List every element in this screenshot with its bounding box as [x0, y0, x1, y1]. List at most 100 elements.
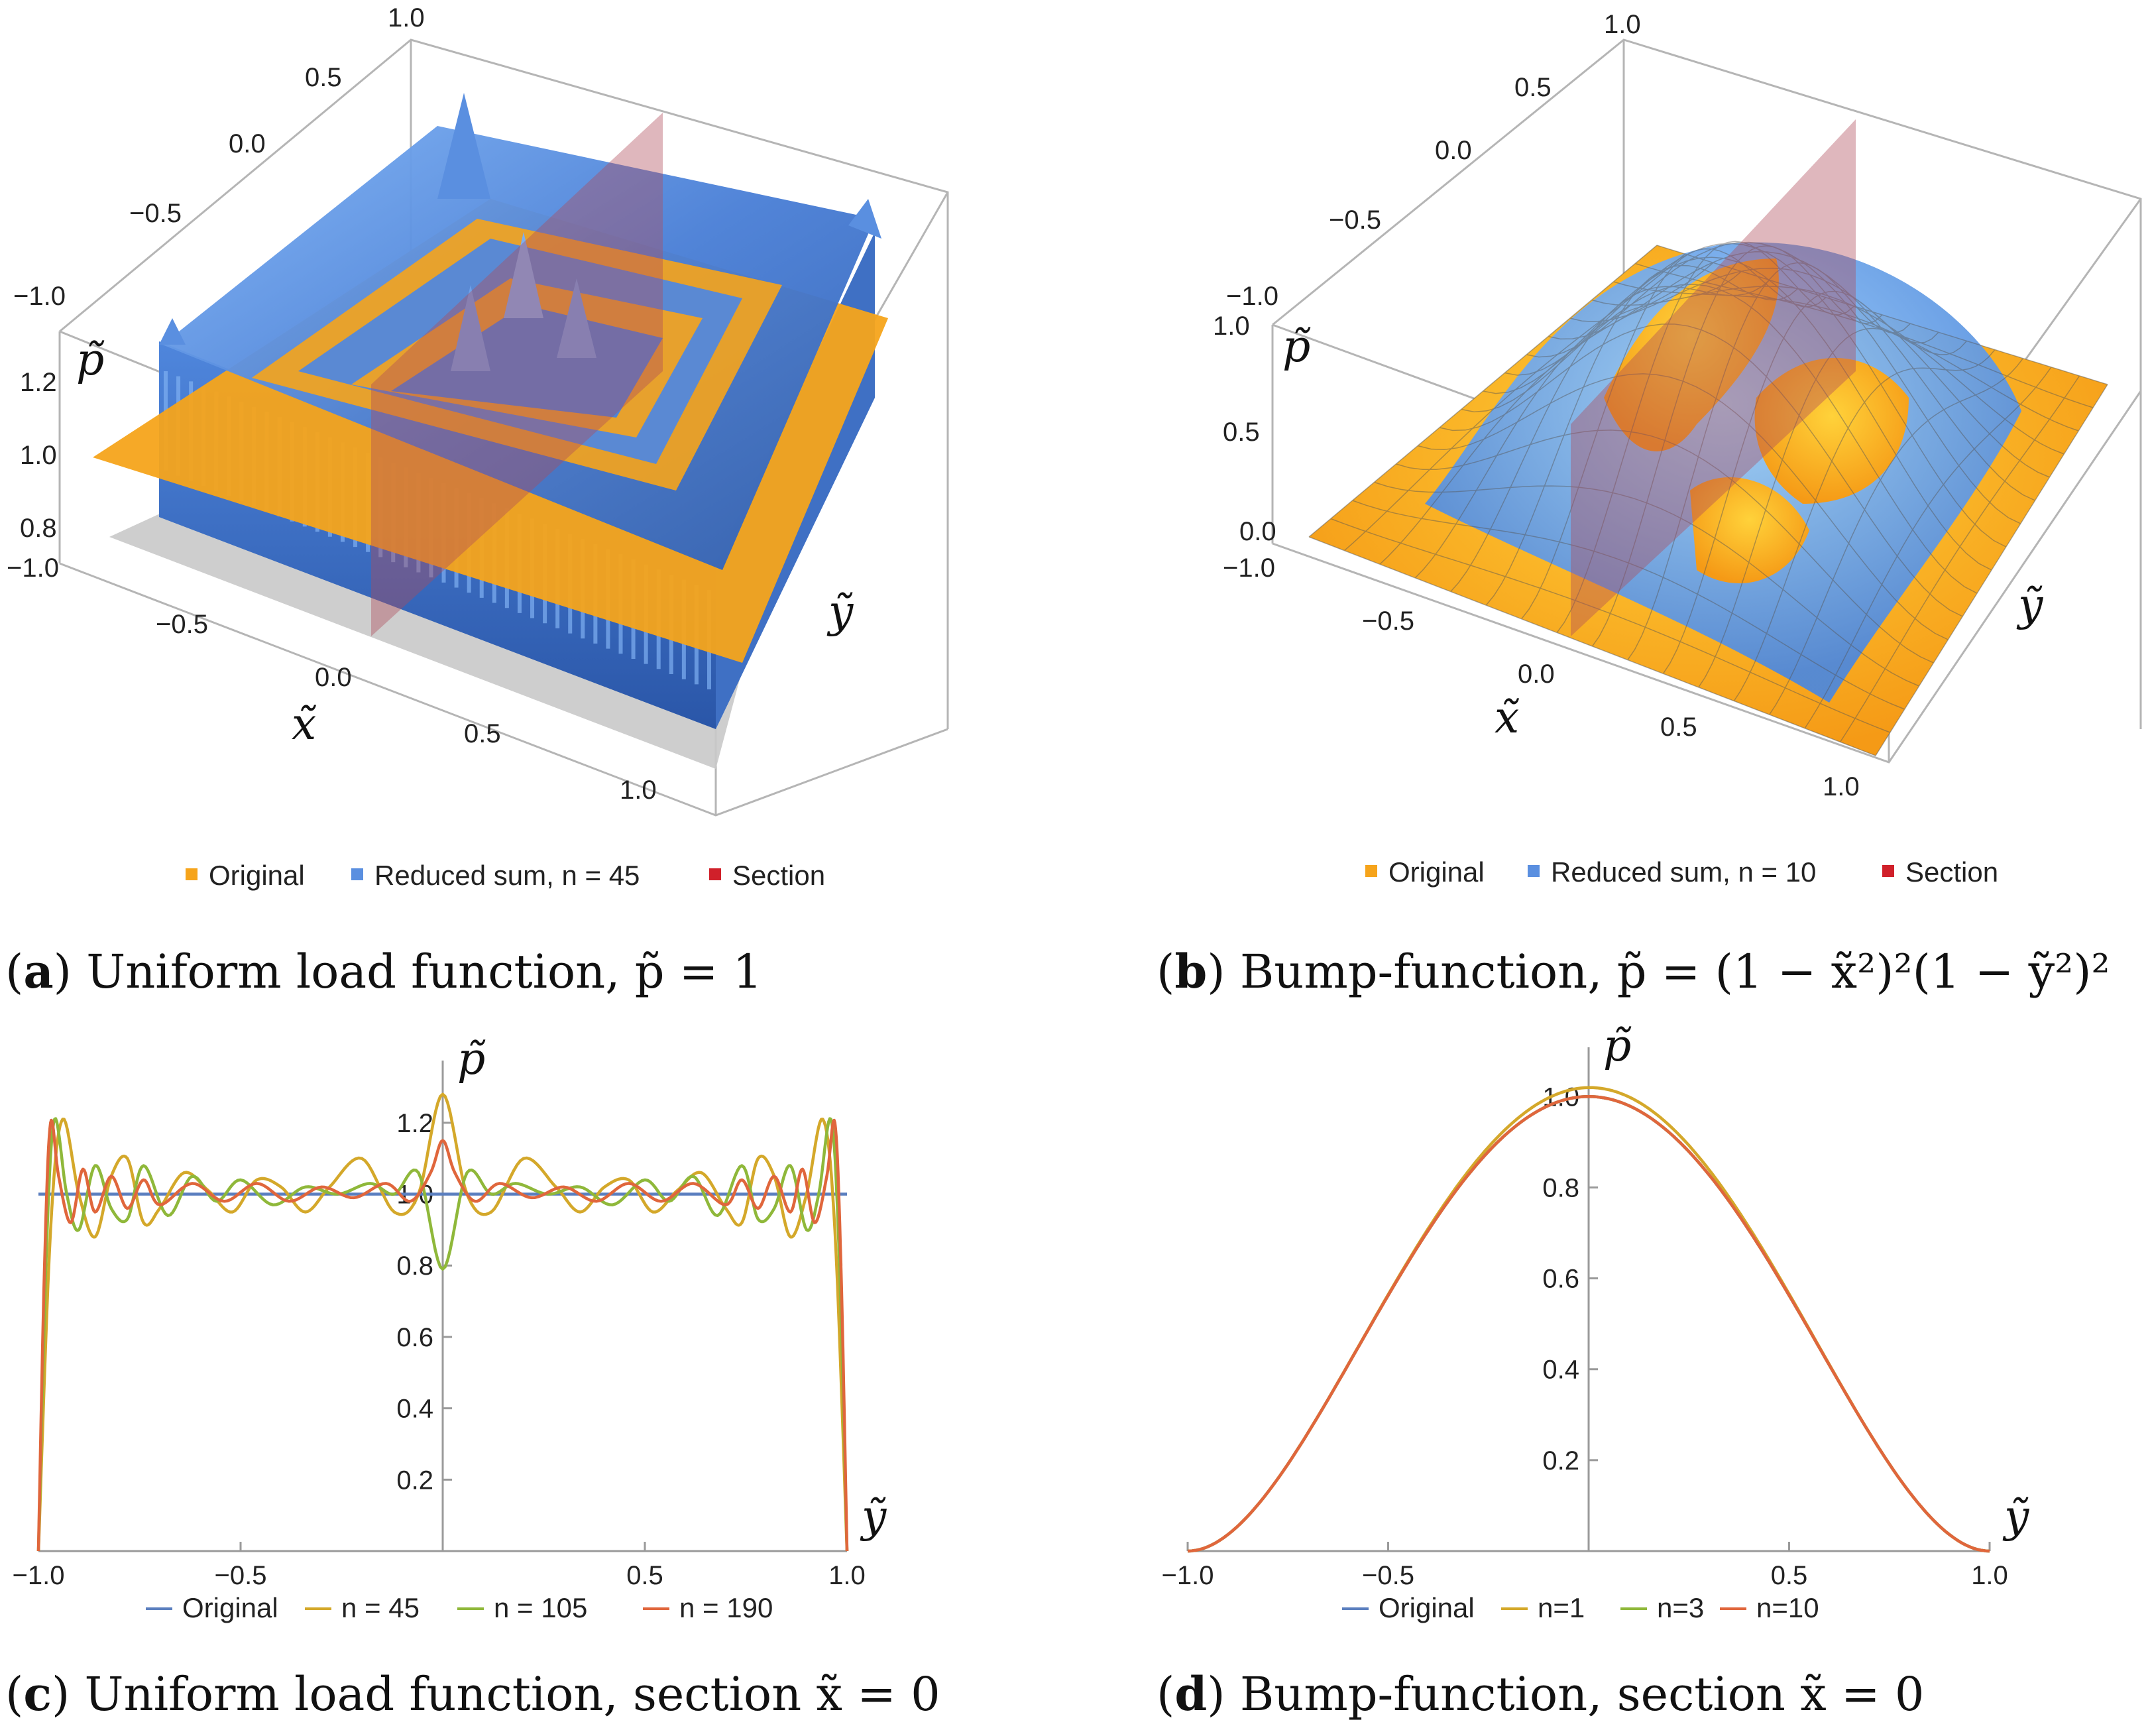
caption-d-text: Bump-function, section x̃ = 0 [1240, 1667, 1925, 1721]
mesh-line [1591, 245, 1883, 647]
panel-b-z-tick: 0.0 [1239, 517, 1276, 546]
panel-b-x-tick: 1.0 [1823, 772, 1860, 801]
mesh-line [1485, 264, 1798, 606]
panel-c-x-tick-label: 0.5 [626, 1561, 663, 1590]
panel-b-x-tick: 0.0 [1518, 660, 1555, 689]
mesh-line [1352, 500, 1905, 710]
caption-b-text: Bump-function, p̃ = (1 − x̃²)²(1 − ỹ²)² [1240, 945, 2110, 999]
panel-b-z-tick: 0.5 [1223, 418, 1260, 447]
panel-c-y-label: p̃ [457, 1033, 486, 1084]
legend-swatch-section [709, 868, 721, 880]
panel-c-series-n-45 [36, 1092, 849, 1552]
panel-b-surface-plot: 1.0 0.5 0.0 p̃ −1.0 −0.5 0.0 0.5 1.0 x̃ … [1213, 10, 2142, 888]
mesh-line [1698, 327, 1968, 688]
mesh-line [1662, 290, 1939, 674]
caption-d-letter: d [1174, 1666, 1207, 1721]
panel-a-z-tick: 1.0 [20, 441, 57, 470]
panel-a-y-tick: −0.5 [129, 199, 182, 228]
panel-a-z-tick: 1.2 [20, 368, 57, 397]
mesh-line [1330, 518, 1891, 733]
mesh-line [1521, 248, 1827, 620]
panel-c-y-tick-label: 0.6 [396, 1323, 433, 1352]
panel-d-y-tick-label: 0.6 [1542, 1265, 1579, 1294]
panel-a-y-label: ỹ [826, 586, 854, 637]
panel-c-y-tick-label: 0.8 [396, 1251, 433, 1281]
panel-a-z-label: p̃ [76, 334, 105, 385]
panel-a-legend: Original Reduced sum, n = 45 Section [186, 860, 825, 891]
panel-a-x-tick: −0.5 [156, 610, 208, 639]
panel-d-line-chart: −1.0 −0.5 0.5 1.00.20.40.60.81.0p̃ỹOrigina… [1162, 1020, 2029, 1623]
panel-d-x-tick-label: 0.5 [1771, 1561, 1808, 1590]
panel-a-y-ticks: −1.0 −0.5 0.0 0.5 1.0 [13, 3, 425, 311]
mesh-line [1591, 286, 2065, 455]
legend-label: Section [1905, 856, 1998, 888]
panel-c-x-tick-label: −1.0 [13, 1561, 65, 1590]
panel-a-y-tick: 0.0 [229, 129, 266, 158]
panel-b-original-dome-patch [1690, 477, 1809, 583]
panel-b-legend: Original Reduced sum, n = 10 Section [1365, 856, 1998, 888]
panel-d-y-label: p̃ [1603, 1020, 1632, 1071]
panel-d-x-tick-label: 1.0 [1971, 1561, 2008, 1590]
mesh-line [1379, 262, 1714, 565]
panel-a-surface-plot: 1.2 1.0 0.8 p̃ −1.0 −0.5 0.0 0.5 1.0 x̃ … [7, 3, 949, 891]
caption-d: (d) Bump-function, section x̃ = 0 [1157, 1666, 1924, 1721]
panel-a-y-tick: −1.0 [13, 282, 66, 311]
panel-d-x-label: ỹ [2002, 1491, 2029, 1542]
panel-b-z-label: p̃ [1282, 321, 1311, 372]
legend-swatch-original [186, 868, 198, 880]
caption-b-letter: b [1174, 944, 1207, 999]
panel-d-y-tick-label: 0.8 [1542, 1173, 1579, 1202]
mesh-line [1417, 373, 1949, 640]
panel-a-x-tick: −1.0 [7, 553, 59, 583]
panel-a-x-tick: 0.0 [315, 663, 352, 692]
panel-c-y-tick-label: 0.4 [396, 1395, 433, 1424]
legend-label: Reduced sum, n = 10 [1551, 856, 1816, 888]
panel-b-y-ticks: −1.0 −0.5 0.0 0.5 1.0 [1226, 10, 1641, 311]
panel-d-series-n-10 [1187, 1095, 1990, 1553]
panel-d-legend-label: n=1 [1538, 1592, 1585, 1623]
panel-b-x-tick: −1.0 [1223, 553, 1275, 583]
panel-b-x-tick: 0.5 [1660, 713, 1697, 742]
mesh-line [1875, 384, 2108, 756]
panel-b-y-tick: 0.0 [1435, 136, 1472, 165]
panel-a-section-plane [371, 113, 663, 636]
caption-a-letter: a [23, 944, 53, 999]
caption-c-letter: c [23, 1666, 52, 1721]
legend-label: Reduced sum, n = 45 [374, 860, 640, 891]
panel-b-y-tick: 0.5 [1514, 73, 1552, 102]
mesh-line [1308, 536, 1876, 756]
panel-b-original-dome-patch [1754, 358, 1909, 504]
panel-c-legend-label: Original [182, 1592, 278, 1623]
panel-a-z-ticks: 1.2 1.0 0.8 [20, 368, 57, 543]
panel-b-reduced-sum-dome [1425, 242, 2021, 703]
panel-b-y-tick: 1.0 [1604, 10, 1641, 39]
caption-a: (a) Uniform load function, p̃ = 1 [5, 944, 762, 999]
panel-a-y-tick: 1.0 [388, 3, 425, 32]
caption-c-text: Uniform load function, section x̃ = 0 [85, 1667, 940, 1721]
mesh-line [1504, 243, 2007, 548]
panel-a-reduced-sum-surface [159, 93, 881, 570]
panel-c-legend-label: n = 105 [494, 1592, 587, 1623]
mesh-line [1450, 279, 1770, 592]
panel-b-y-tick: −1.0 [1226, 282, 1278, 311]
mesh-line [1548, 251, 2035, 501]
panel-a-x-tick: 0.5 [464, 719, 501, 748]
panel-a-x-tick: 1.0 [620, 776, 657, 805]
mesh-line [1769, 358, 2024, 715]
mesh-line [1627, 262, 1911, 661]
panel-b-y-tick: −0.5 [1329, 205, 1381, 235]
panel-b-x-ticks: −1.0 −0.5 0.0 0.5 1.0 [1223, 553, 1860, 801]
panel-b-original-dome-patch [1604, 259, 1779, 451]
mesh-line [1483, 257, 1992, 571]
panel-d-y-tick-label: 0.4 [1542, 1356, 1579, 1385]
panel-d-y-tick-label: 0.2 [1542, 1446, 1579, 1476]
legend-swatch-section [1882, 865, 1894, 877]
legend-label: Original [1388, 856, 1485, 888]
mesh-line [1308, 245, 1658, 538]
panel-a-y-tick: 0.5 [305, 63, 342, 92]
panel-b-section-plane [1571, 119, 1856, 636]
mesh-line [1396, 430, 1934, 664]
mesh-line [1634, 262, 2094, 408]
mesh-line [1613, 281, 2079, 432]
mesh-line [1804, 367, 2052, 729]
